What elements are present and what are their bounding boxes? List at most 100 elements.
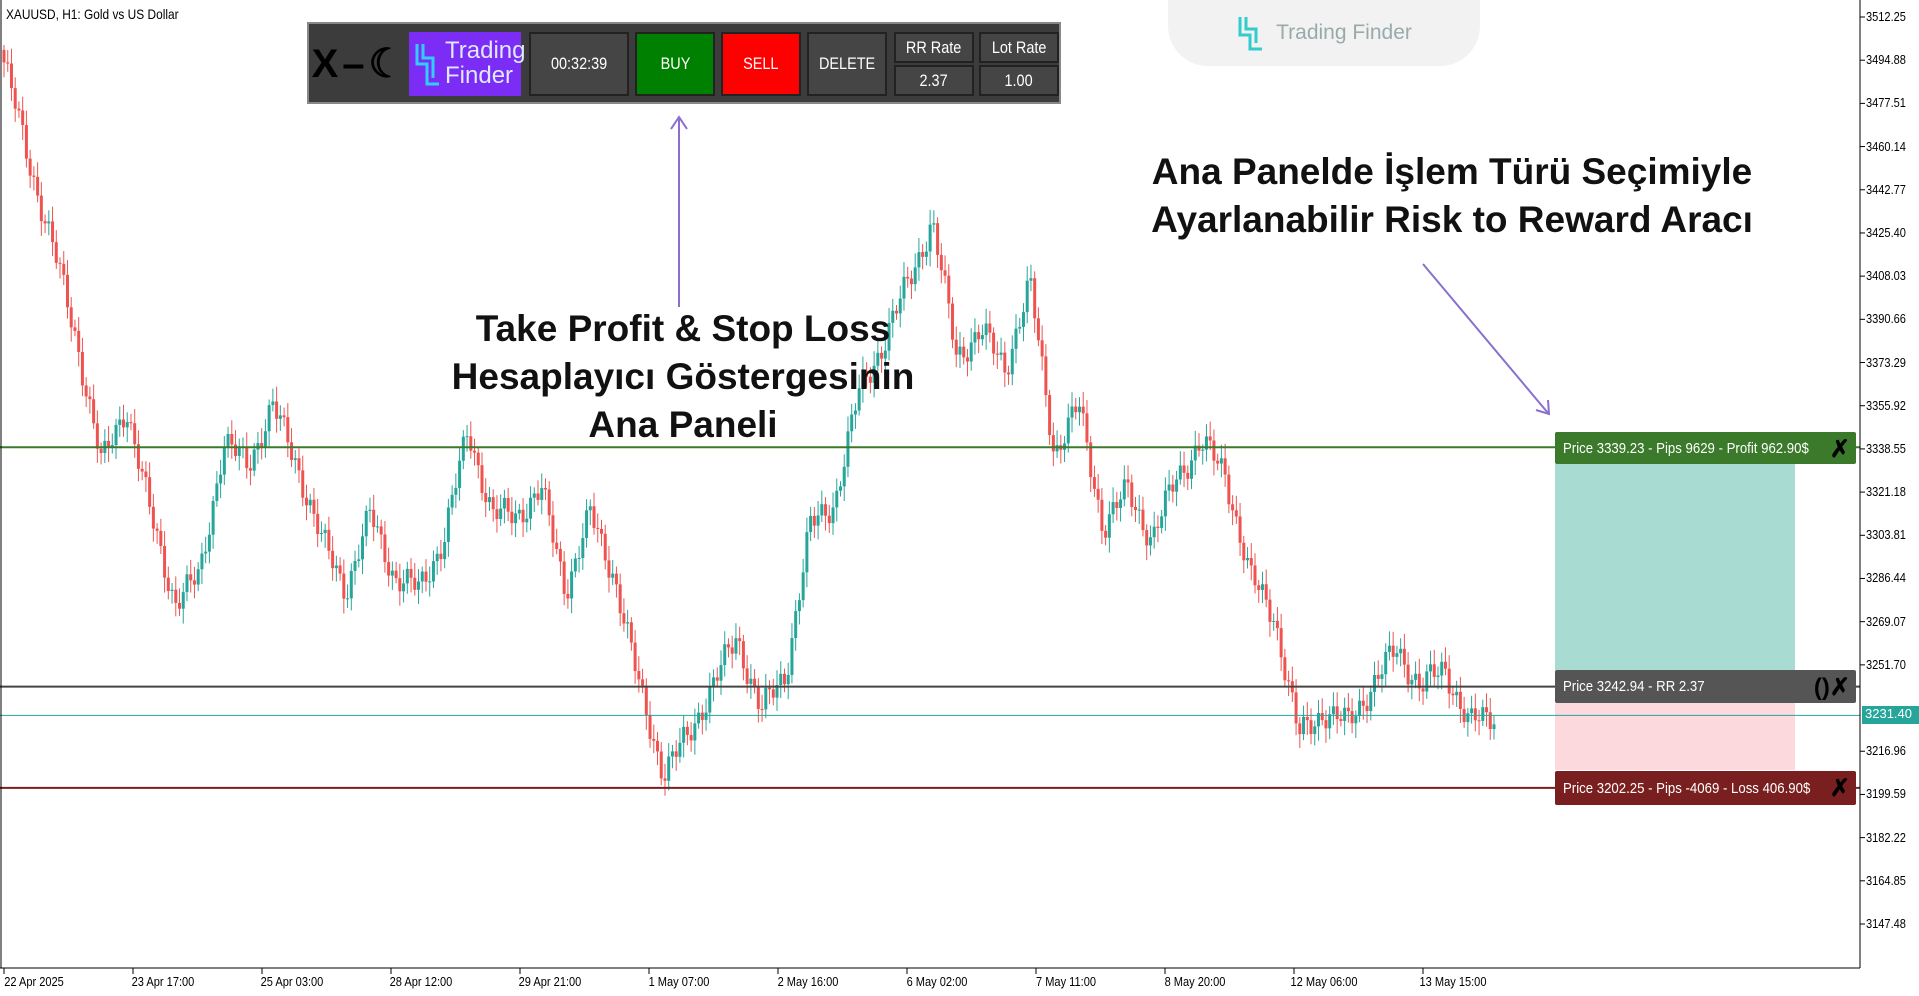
price-tick: 3494.88: [1866, 52, 1906, 68]
minimize-icon[interactable]: –: [342, 41, 365, 86]
buy-button[interactable]: BUY: [635, 32, 715, 96]
take-profit-label[interactable]: Price 3339.23 - Pips 9629 - Profit 962.9…: [1555, 432, 1856, 464]
candle-body: [357, 559, 361, 561]
time-tick: 2 May 16:00: [777, 974, 839, 989]
candle-body: [368, 509, 372, 511]
annotation-right: Ana Panelde İşlem Türü Seçimiyle Ayarlana…: [1151, 151, 1753, 240]
panel-logo: Trading Finder: [409, 32, 525, 96]
candle-body: [252, 449, 256, 471]
candle-body: [99, 448, 103, 454]
candle-body: [611, 573, 615, 578]
candle-body: [723, 644, 727, 666]
candle-body: [529, 497, 533, 519]
candle-body: [1036, 318, 1040, 341]
candle-body: [1294, 692, 1298, 724]
candle-body: [1190, 460, 1194, 479]
candle-body: [768, 687, 772, 690]
rr-rate-input[interactable]: 2.37: [894, 65, 974, 96]
candle-body: [58, 262, 62, 264]
candle-body: [977, 332, 981, 340]
candle-body: [110, 445, 114, 448]
theme-moon-icon[interactable]: ☾: [368, 42, 405, 86]
candle-body: [577, 558, 581, 560]
candle-body: [1089, 442, 1093, 478]
toggle-unpin-icon[interactable]: ()✗: [1813, 674, 1850, 701]
candle-body: [151, 506, 155, 529]
current-price-tag: 3231.40: [1862, 706, 1919, 724]
candle-body: [805, 532, 809, 573]
candle-body: [801, 572, 805, 601]
candle-body: [495, 509, 499, 520]
candle-body: [1249, 557, 1253, 566]
candle-body: [1354, 716, 1358, 724]
candle-body: [140, 468, 144, 472]
candle-body: [502, 497, 506, 509]
candle-body: [704, 712, 708, 720]
candle-body: [1040, 340, 1044, 357]
candle-body: [536, 493, 540, 500]
delete-button[interactable]: DELETE: [807, 32, 887, 96]
candle-body: [656, 740, 660, 752]
candle-body: [995, 353, 999, 355]
candle-body: [510, 511, 514, 524]
candle-body: [215, 483, 219, 501]
candle-body: [932, 223, 936, 225]
candle-body: [1186, 472, 1190, 479]
candle-body: [909, 278, 913, 285]
candle-body: [237, 447, 241, 456]
candle-body: [697, 712, 701, 724]
entry-label[interactable]: Price 3242.94 - RR 2.37 ()✗: [1555, 670, 1856, 703]
candle-body: [857, 388, 861, 411]
candle-body: [835, 490, 839, 508]
candle-body: [84, 385, 88, 397]
candle-body: [219, 474, 223, 484]
candle-body: [1287, 680, 1291, 682]
candle-body: [1443, 661, 1447, 669]
candle-body: [980, 335, 984, 340]
trading-finder-logo-icon: [415, 44, 439, 86]
candle-body: [880, 352, 884, 359]
unpin-icon[interactable]: ✗: [1829, 775, 1850, 802]
sell-button[interactable]: SELL: [721, 32, 801, 96]
candle-body: [1104, 530, 1108, 538]
candle-body: [88, 396, 92, 400]
candle-body: [1085, 413, 1089, 443]
candle-body: [1481, 707, 1485, 721]
candle-body: [1350, 711, 1354, 724]
candle-body: [921, 252, 925, 257]
close-icon[interactable]: X: [311, 41, 339, 86]
candle-body: [1451, 693, 1455, 696]
candle-body: [21, 110, 25, 126]
candle-body: [689, 734, 693, 741]
lot-rate-input[interactable]: 1.00: [979, 65, 1059, 96]
time-tick: 28 Apr 12:00: [389, 974, 453, 989]
candle-body: [446, 507, 450, 542]
candle-body: [92, 399, 96, 424]
candle-body: [745, 668, 749, 684]
candle-body: [939, 254, 943, 271]
candle-body: [484, 492, 488, 503]
candle-body: [525, 518, 529, 523]
candle-body: [1033, 278, 1037, 319]
candle-body: [1414, 673, 1418, 680]
candle-body: [286, 417, 290, 443]
arrow-head: [1535, 399, 1551, 416]
candle-body: [1096, 488, 1100, 500]
candle-body: [417, 581, 421, 590]
candle-body: [331, 550, 335, 569]
candle-body: [965, 357, 969, 362]
candle-body: [887, 322, 891, 351]
candle-body: [1406, 664, 1410, 685]
candle-body: [424, 571, 428, 582]
candle-body: [1167, 484, 1171, 491]
candle-body: [24, 125, 28, 159]
stop-loss-label[interactable]: Price 3202.25 - Pips -4069 - Loss 406.90…: [1555, 771, 1856, 805]
unpin-icon[interactable]: ✗: [1829, 436, 1850, 463]
candle-body: [988, 323, 992, 333]
candle-body: [409, 568, 413, 578]
symbol-label: XAUUSD, H1: Gold vs US Dollar: [6, 6, 179, 22]
candle-body: [1361, 700, 1365, 706]
candle-body: [984, 323, 988, 336]
candle-body: [1171, 484, 1175, 492]
